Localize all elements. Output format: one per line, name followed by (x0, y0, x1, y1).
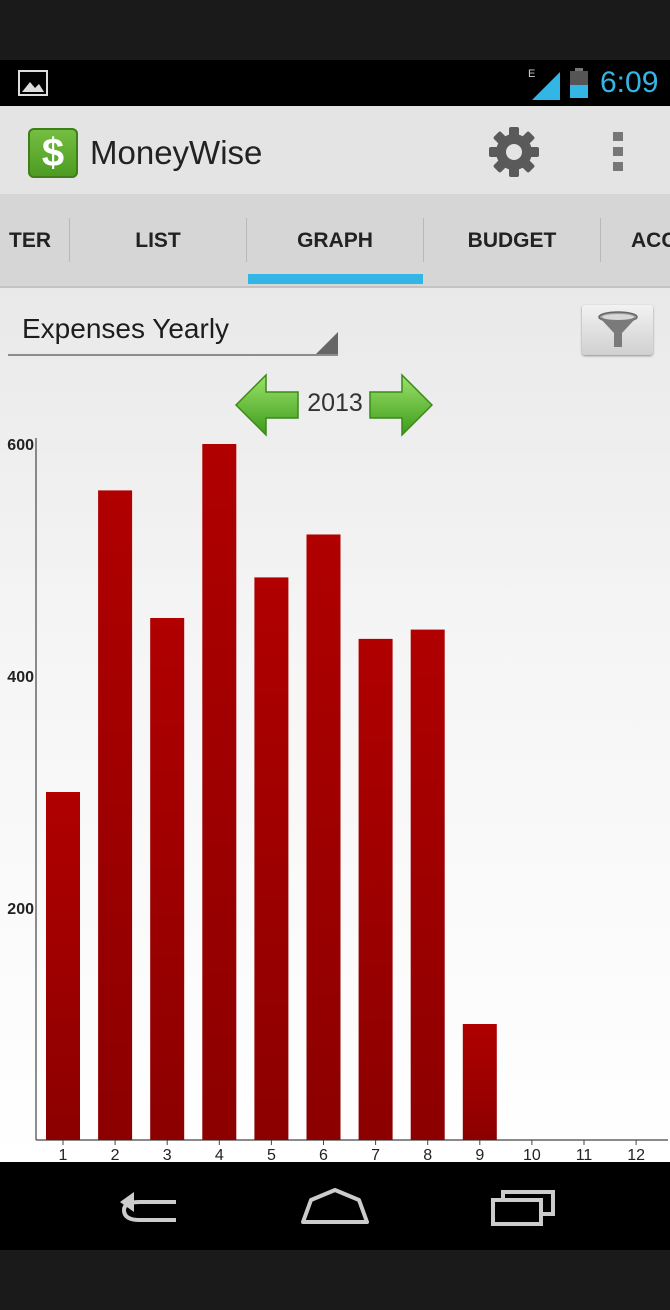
x-tick-label: 11 (576, 1147, 593, 1162)
x-tick-label: 8 (423, 1147, 432, 1162)
dropdown-triangle-icon (316, 332, 338, 354)
home-icon[interactable] (295, 1182, 375, 1232)
tab-bar (0, 194, 670, 288)
bar-month-6 (306, 534, 341, 1140)
tab-accounts[interactable]: ACC (631, 229, 670, 252)
filter-button[interactable] (582, 305, 653, 355)
previous-year-arrow-icon[interactable] (234, 372, 300, 438)
status-time: 6:09 (600, 66, 659, 99)
tab-divider (246, 218, 247, 262)
settings-gear-icon[interactable] (488, 126, 540, 178)
network-type-label: E (528, 68, 535, 80)
x-tick-label: 5 (267, 1147, 276, 1162)
app-title: MoneyWise (90, 134, 263, 171)
bar-month-7 (358, 638, 393, 1140)
x-tick-label: 1 (59, 1147, 68, 1162)
next-year-arrow-icon[interactable] (368, 372, 434, 438)
bar-month-2 (98, 490, 133, 1140)
tab-divider (600, 218, 601, 262)
tab-list[interactable]: LIST (135, 229, 181, 252)
signal-icon: E (528, 68, 560, 100)
tab-filter[interactable]: TER (9, 229, 51, 252)
x-tick-label: 10 (523, 1147, 541, 1162)
navigation-bar (0, 1162, 670, 1250)
bar-month-8 (410, 629, 445, 1140)
y-tick-label: 600 (7, 437, 34, 454)
action-bar (0, 106, 670, 194)
tab-divider (423, 218, 424, 262)
y-tick-label: 400 (7, 669, 34, 686)
tab-graph[interactable]: GRAPH (297, 229, 373, 252)
x-tick-label: 12 (627, 1147, 645, 1162)
bar-month-5 (254, 577, 289, 1140)
app-logo-icon[interactable]: $ (28, 128, 78, 178)
tab-divider (69, 218, 70, 262)
app-logo-symbol: $ (41, 131, 65, 175)
report-type-dropdown[interactable]: Expenses Yearly (8, 306, 338, 356)
battery-icon (570, 68, 588, 98)
tab-budget[interactable]: BUDGET (467, 229, 557, 252)
funnel-icon (598, 311, 638, 347)
report-type-value: Expenses Yearly (22, 313, 230, 344)
top-frame (0, 0, 670, 60)
bottom-frame (0, 1250, 670, 1310)
x-tick-label: 2 (111, 1147, 120, 1162)
overflow-menu-icon[interactable] (608, 130, 628, 174)
back-icon[interactable] (110, 1182, 190, 1232)
year-label: 2013 (307, 389, 363, 417)
x-tick-label: 3 (163, 1147, 172, 1162)
bar-month-1 (46, 792, 80, 1140)
x-tick-label: 4 (215, 1147, 224, 1162)
bar-month-9 (462, 1024, 497, 1140)
y-tick-label: 200 (7, 901, 34, 918)
x-tick-label: 9 (475, 1147, 484, 1162)
bar-month-3 (150, 618, 185, 1140)
x-tick-label: 6 (319, 1147, 328, 1162)
bar-month-4 (202, 444, 237, 1140)
image-icon (18, 70, 48, 96)
x-tick-label: 7 (371, 1147, 380, 1162)
recent-apps-icon[interactable] (485, 1182, 565, 1232)
tab-selected-indicator (248, 274, 423, 284)
